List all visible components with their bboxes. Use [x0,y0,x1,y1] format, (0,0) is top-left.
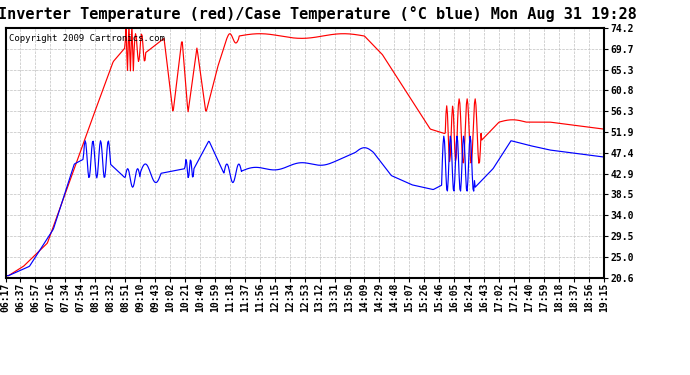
Text: Inverter Temperature (red)/Case Temperature (°C blue) Mon Aug 31 19:28: Inverter Temperature (red)/Case Temperat… [0,6,637,22]
Text: Copyright 2009 Cartronics.com: Copyright 2009 Cartronics.com [8,34,164,44]
